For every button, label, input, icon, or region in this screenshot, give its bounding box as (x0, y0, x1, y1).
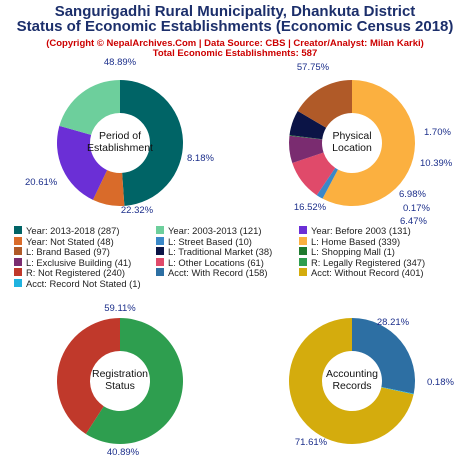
pie-slice (85, 318, 183, 444)
chart-total: Total Economic Establishments: 587 (152, 48, 318, 59)
data-label: 10.39% (420, 158, 453, 169)
donut-center-label: Registration (92, 368, 148, 380)
data-label: 22.32% (121, 205, 154, 216)
donut-center-label: Status (105, 380, 135, 392)
chart-title-line2: Status of Economic Establishments (Econo… (16, 18, 454, 35)
legend-label: L: Shopping Mall (1) (311, 246, 395, 257)
pie-slice (120, 80, 184, 206)
donut-center-label: Establishment (87, 142, 153, 154)
pie-slice (289, 135, 324, 164)
data-label: 28.21% (377, 317, 410, 328)
legend-swatch (156, 247, 164, 255)
legend-swatch (156, 257, 164, 266)
pie-slice (92, 170, 125, 206)
data-label: 0.17% (403, 203, 430, 214)
pie-slice (322, 80, 416, 206)
data-label: 48.89% (104, 57, 137, 68)
legend-swatch (14, 278, 22, 287)
chart-title-line1: Sangurigadhi Rural Municipality, Dhankut… (54, 3, 416, 20)
data-label: 20.61% (25, 177, 58, 188)
pie-slice (297, 80, 352, 128)
legend-label: Year: Before 2003 (131) (311, 225, 411, 236)
data-label: 6.98% (399, 189, 426, 200)
pie-slice (57, 125, 108, 200)
data-label: 0.18% (427, 377, 454, 388)
legend-label: Year: 2003-2013 (121) (168, 225, 262, 236)
chart-subtitle: (Copyright © NepalArchives.Com | Data So… (46, 38, 424, 49)
donut-center-label: Accounting (326, 368, 378, 380)
legend-swatch (14, 236, 22, 245)
donut-center-label: Records (332, 380, 371, 392)
legend-label: Acct: Record Not Stated (1) (26, 277, 141, 289)
pie-slice (381, 387, 414, 395)
legend-swatch (156, 226, 164, 234)
pie-slice (352, 318, 415, 394)
legend-swatch (156, 268, 164, 276)
legend-label: R: Not Registered (240) (26, 267, 126, 278)
data-label: 71.61% (295, 437, 328, 448)
pie-slice (56, 318, 120, 434)
legend-label: L: Brand Based (97) (26, 246, 110, 257)
legend-label: R: Legally Registered (347) (311, 256, 426, 268)
pie-slice (59, 80, 120, 135)
legend-swatch (299, 226, 307, 234)
legend-label: L: Street Based (10) (168, 235, 252, 247)
legend-label: Year: 2013-2018 (287) (26, 225, 120, 236)
donut-center-label: Location (332, 142, 372, 154)
data-label: 1.70% (424, 127, 451, 138)
donut-center-label: Period of (99, 130, 141, 142)
pie-slice (289, 318, 414, 445)
pie-slice (316, 167, 338, 199)
legend-swatch (14, 257, 22, 266)
data-label: 16.52% (294, 202, 327, 213)
data-label: 8.18% (187, 153, 214, 164)
legend-label: L: Traditional Market (38) (168, 246, 273, 257)
legend-label: Acct: Without Record (401) (311, 267, 424, 278)
data-label: 57.75% (297, 62, 330, 73)
pie-slice (289, 135, 323, 140)
data-label: 6.47% (400, 216, 427, 227)
legend-label: Year: Not Stated (48) (26, 235, 114, 247)
pie-slice (292, 152, 336, 196)
donut-center-label: Physical (332, 130, 371, 142)
legend-label: L: Home Based (339) (311, 235, 401, 247)
legend-swatch (299, 268, 307, 276)
legend-label: L: Other Locations (61) (168, 256, 264, 268)
pie-slice (289, 111, 327, 140)
legend-swatch (14, 268, 22, 276)
legend-swatch (299, 257, 307, 266)
legend-swatch (299, 236, 307, 245)
data-label: 59.11% (104, 303, 136, 314)
legend-swatch (14, 247, 22, 255)
legend-swatch (299, 247, 307, 255)
data-label: 40.89% (107, 447, 140, 458)
legend-label: L: Exclusive Building (41) (26, 256, 132, 268)
legend-label: Acct: With Record (158) (168, 267, 268, 278)
legend-swatch (14, 226, 22, 234)
legend-swatch (156, 236, 164, 245)
